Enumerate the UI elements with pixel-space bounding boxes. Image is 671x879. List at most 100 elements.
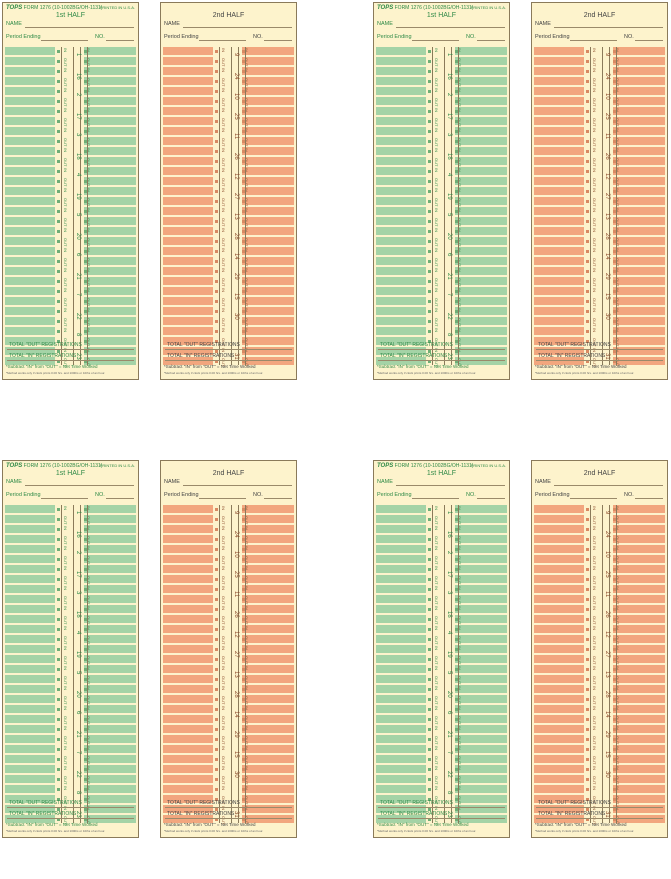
punch-cell[interactable] (242, 575, 294, 583)
punch-cell[interactable] (613, 197, 665, 205)
punch-cell[interactable] (163, 595, 213, 603)
punch-cell[interactable] (534, 167, 584, 175)
punch-cell[interactable] (613, 357, 665, 365)
punch-cell[interactable] (242, 555, 294, 563)
punch-cell[interactable] (376, 525, 426, 533)
punch-cell[interactable] (455, 347, 507, 355)
punch-cell[interactable] (534, 695, 584, 703)
punch-cell[interactable] (5, 605, 55, 613)
punch-cell[interactable] (163, 505, 213, 513)
punch-cell[interactable] (534, 337, 584, 345)
punch-cell[interactable] (242, 77, 294, 85)
punch-cell[interactable] (84, 785, 136, 793)
punch-cell[interactable] (84, 575, 136, 583)
name-line[interactable] (25, 27, 134, 28)
punch-cell[interactable] (534, 535, 584, 543)
punch-cell[interactable] (376, 585, 426, 593)
punch-cell[interactable] (455, 217, 507, 225)
punch-cell[interactable] (534, 117, 584, 125)
punch-cell[interactable] (163, 715, 213, 723)
punch-cell[interactable] (242, 715, 294, 723)
punch-cell[interactable] (613, 317, 665, 325)
punch-cell[interactable] (455, 147, 507, 155)
punch-cell[interactable] (455, 745, 507, 753)
punch-cell[interactable] (163, 705, 213, 713)
punch-cell[interactable] (242, 227, 294, 235)
punch-cell[interactable] (534, 815, 584, 823)
punch-cell[interactable] (376, 77, 426, 85)
punch-cell[interactable] (376, 47, 426, 55)
punch-cell[interactable] (84, 515, 136, 523)
punch-cell[interactable] (455, 357, 507, 365)
punch-cell[interactable] (163, 157, 213, 165)
name-line[interactable] (554, 485, 663, 486)
punch-cell[interactable] (455, 635, 507, 643)
punch-cell[interactable] (163, 347, 213, 355)
punch-cell[interactable] (163, 575, 213, 583)
punch-cell[interactable] (84, 97, 136, 105)
period-ending-line[interactable] (41, 498, 88, 499)
punch-cell[interactable] (376, 137, 426, 145)
punch-cell[interactable] (242, 237, 294, 245)
punch-cell[interactable] (84, 207, 136, 215)
punch-cell[interactable] (163, 625, 213, 633)
punch-cell[interactable] (613, 147, 665, 155)
punch-cell[interactable] (534, 347, 584, 355)
punch-cell[interactable] (534, 575, 584, 583)
punch-cell[interactable] (534, 127, 584, 135)
punch-cell[interactable] (534, 277, 584, 285)
period-ending-line[interactable] (199, 498, 246, 499)
punch-cell[interactable] (163, 357, 213, 365)
punch-cell[interactable] (5, 47, 55, 55)
punch-cell[interactable] (455, 67, 507, 75)
punch-cell[interactable] (84, 177, 136, 185)
punch-cell[interactable] (5, 237, 55, 245)
punch-cell[interactable] (534, 47, 584, 55)
punch-cell[interactable] (163, 227, 213, 235)
punch-cell[interactable] (5, 785, 55, 793)
punch-cell[interactable] (534, 197, 584, 205)
punch-cell[interactable] (163, 307, 213, 315)
period-ending-line[interactable] (412, 40, 459, 41)
punch-cell[interactable] (613, 337, 665, 345)
punch-cell[interactable] (163, 755, 213, 763)
punch-cell[interactable] (163, 615, 213, 623)
punch-cell[interactable] (5, 167, 55, 175)
punch-cell[interactable] (613, 67, 665, 75)
punch-cell[interactable] (613, 735, 665, 743)
punch-cell[interactable] (534, 625, 584, 633)
punch-cell[interactable] (376, 795, 426, 803)
punch-cell[interactable] (5, 177, 55, 185)
punch-cell[interactable] (5, 97, 55, 105)
punch-cell[interactable] (242, 535, 294, 543)
period-ending-line[interactable] (570, 498, 617, 499)
punch-cell[interactable] (534, 635, 584, 643)
total-in-line[interactable] (536, 360, 663, 361)
punch-cell[interactable] (455, 565, 507, 573)
punch-cell[interactable] (455, 615, 507, 623)
punch-cell[interactable] (242, 725, 294, 733)
punch-cell[interactable] (5, 665, 55, 673)
punch-cell[interactable] (84, 257, 136, 265)
punch-cell[interactable] (455, 57, 507, 65)
punch-cell[interactable] (613, 167, 665, 175)
punch-cell[interactable] (242, 187, 294, 195)
punch-cell[interactable] (163, 525, 213, 533)
name-line[interactable] (554, 27, 663, 28)
punch-cell[interactable] (534, 247, 584, 255)
punch-cell[interactable] (5, 585, 55, 593)
punch-cell[interactable] (613, 187, 665, 195)
punch-cell[interactable] (242, 545, 294, 553)
punch-cell[interactable] (84, 745, 136, 753)
punch-cell[interactable] (163, 785, 213, 793)
punch-cell[interactable] (613, 525, 665, 533)
punch-cell[interactable] (613, 267, 665, 275)
punch-cell[interactable] (163, 685, 213, 693)
punch-cell[interactable] (455, 97, 507, 105)
punch-cell[interactable] (613, 227, 665, 235)
punch-cell[interactable] (5, 815, 55, 823)
punch-cell[interactable] (163, 207, 213, 215)
punch-cell[interactable] (84, 117, 136, 125)
punch-cell[interactable] (376, 107, 426, 115)
punch-cell[interactable] (534, 675, 584, 683)
